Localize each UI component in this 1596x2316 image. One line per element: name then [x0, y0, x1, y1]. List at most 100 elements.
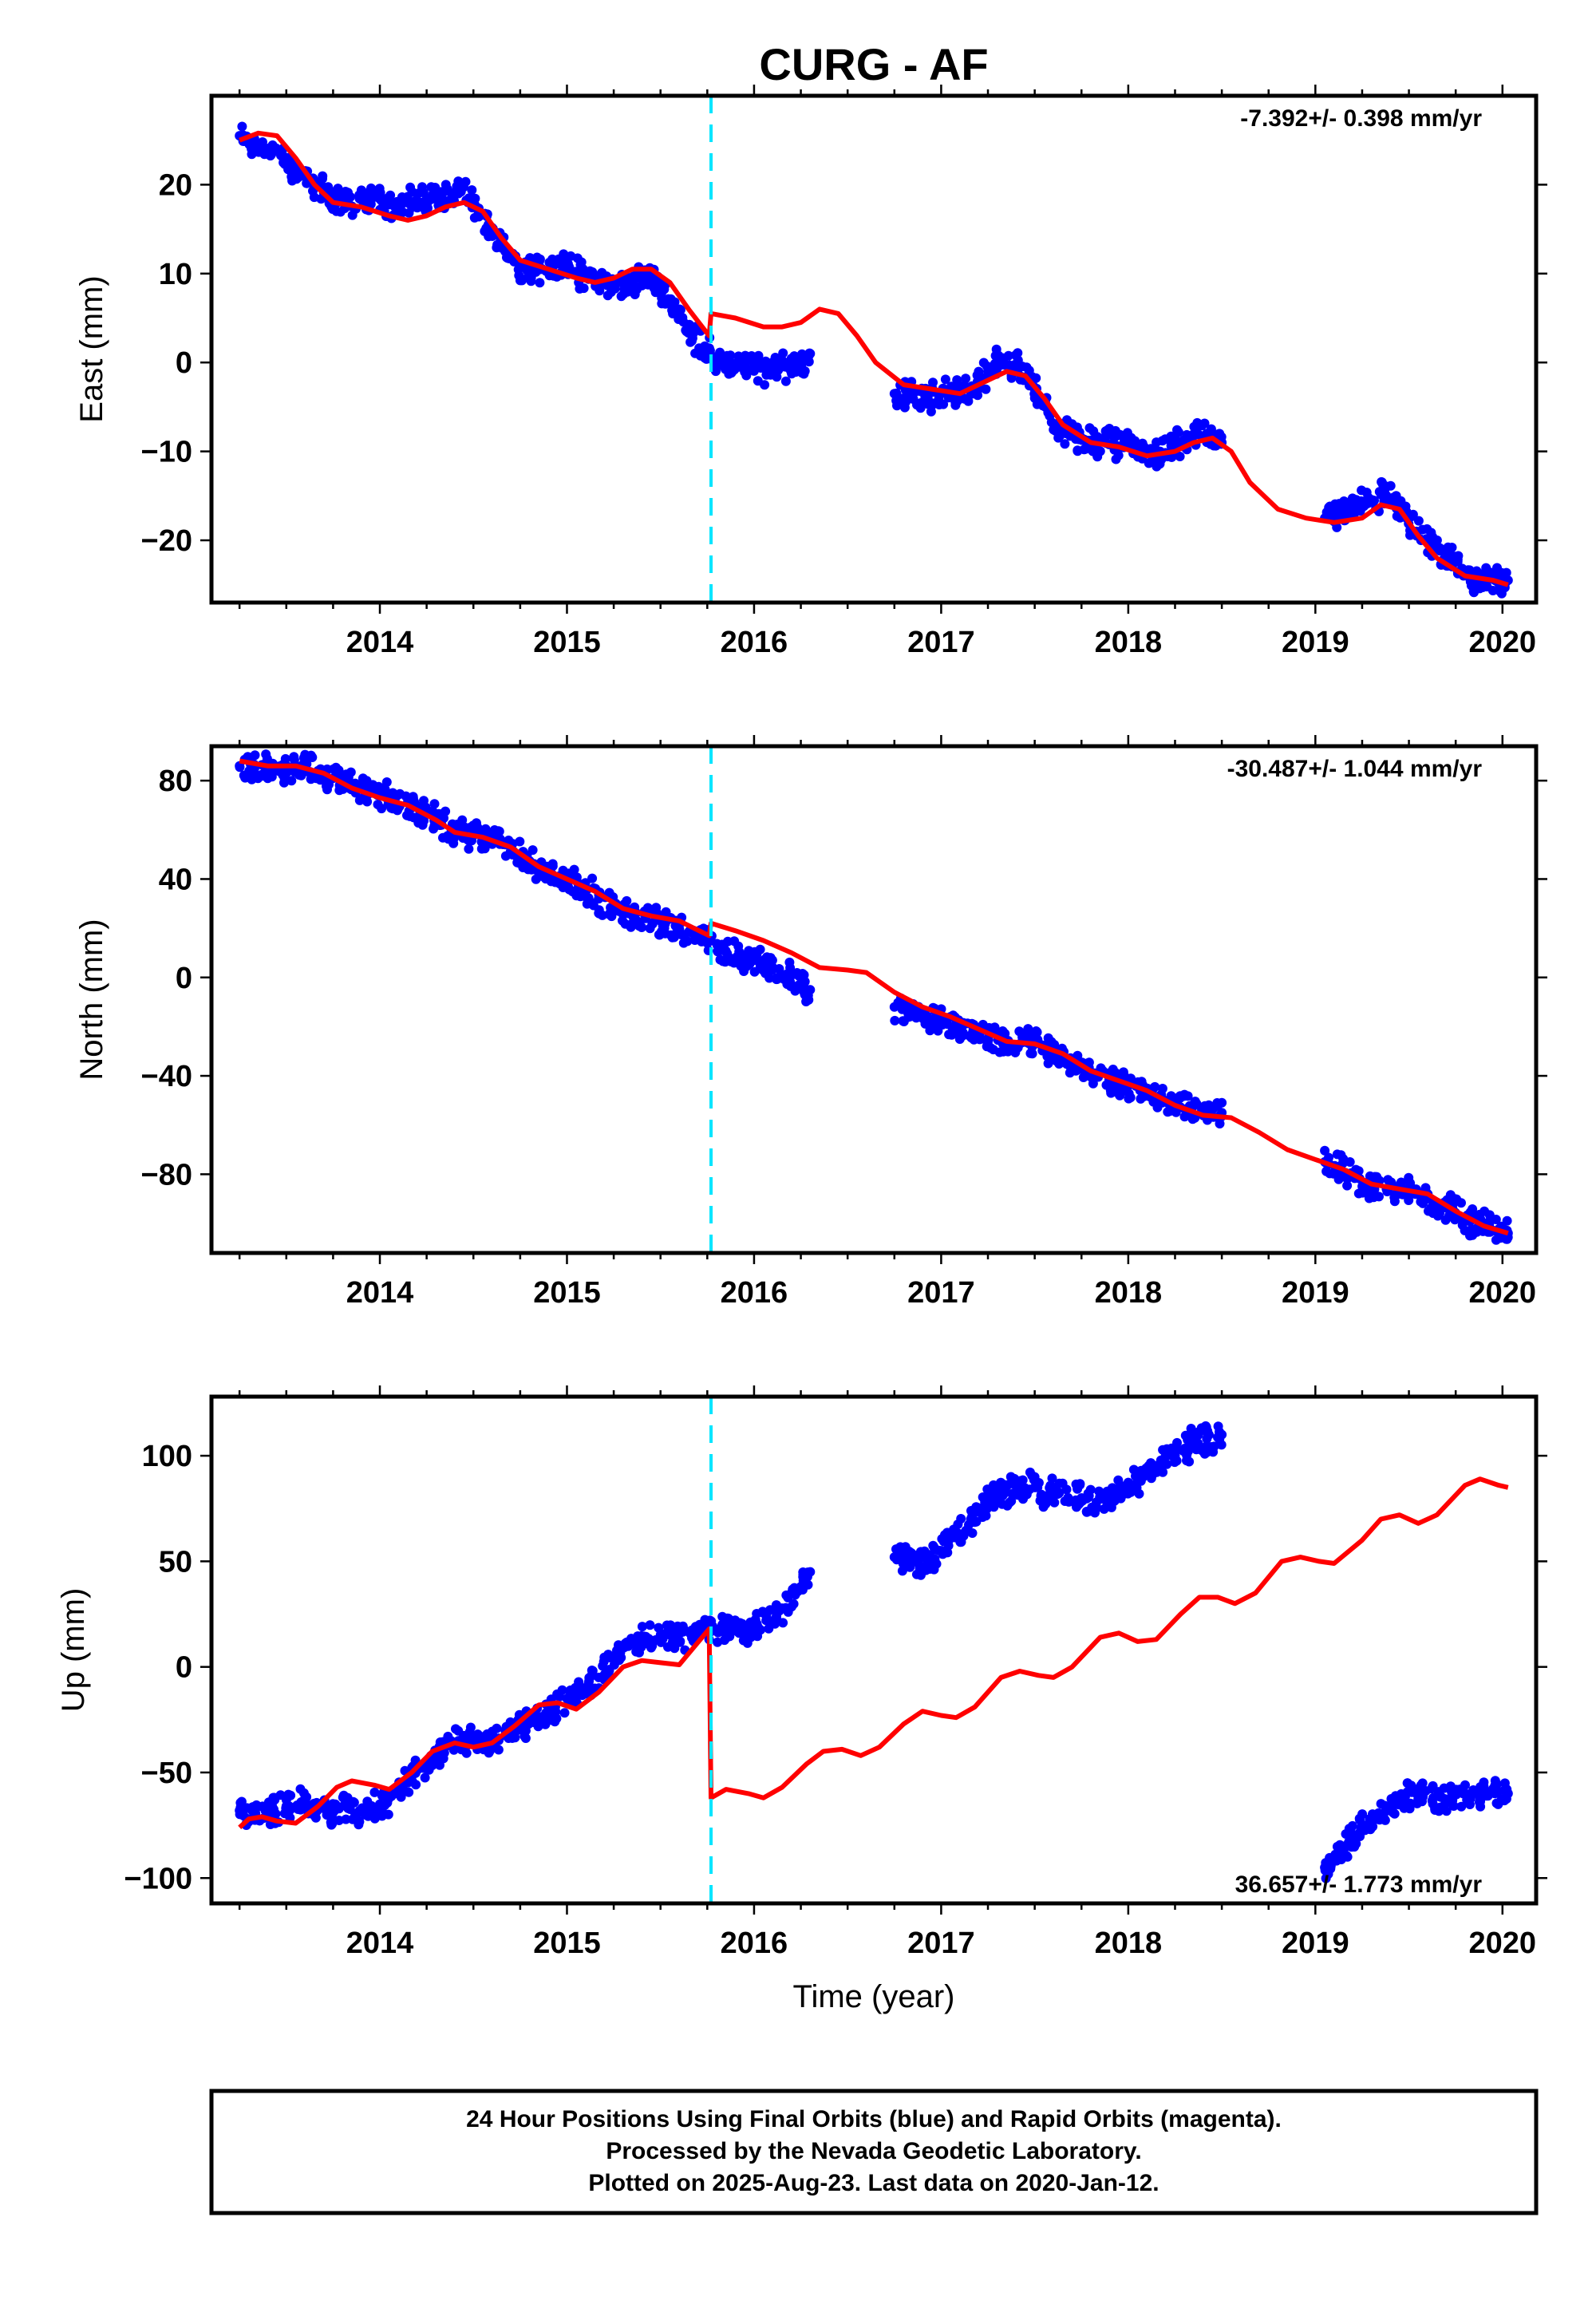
- east-observation-point: [702, 344, 713, 354]
- up-y-tick-label: 50: [159, 1545, 192, 1579]
- up-observation-point: [956, 1514, 966, 1524]
- east-observation-point: [469, 212, 480, 223]
- east-observation-point: [1053, 433, 1064, 443]
- up-observation-point: [550, 1717, 560, 1727]
- up-observation-point: [577, 1690, 587, 1701]
- up-observation-point: [1047, 1473, 1057, 1484]
- north-observation-point: [890, 1015, 900, 1026]
- up-plot-area: [235, 1421, 1513, 1883]
- up-observation-point: [772, 1611, 781, 1622]
- north-observation-point: [1325, 1168, 1335, 1179]
- east-observation-point: [1185, 433, 1195, 443]
- north-observation-point: [889, 1002, 899, 1012]
- north-observation-point: [670, 930, 681, 940]
- up-observation-point: [375, 1799, 385, 1809]
- east-observation-point: [780, 362, 791, 372]
- north-observation-point: [1174, 1092, 1184, 1102]
- up-observation-point: [559, 1708, 570, 1718]
- north-observation-point: [726, 956, 737, 966]
- north-x-tick-label: 2014: [346, 1276, 414, 1310]
- north-observation-point: [749, 966, 760, 977]
- up-observation-point: [1475, 1792, 1485, 1803]
- north-observation-point: [408, 792, 418, 802]
- up-observation-point: [1123, 1482, 1133, 1492]
- up-observation-point: [690, 1622, 701, 1632]
- up-observation-point: [1029, 1482, 1040, 1492]
- east-observation-point: [952, 375, 962, 385]
- east-observation-point: [778, 348, 788, 358]
- north-x-tick-label: 2017: [907, 1276, 975, 1310]
- up-observation-point: [914, 1559, 924, 1569]
- east-observation-point: [938, 399, 949, 409]
- up-observation-point: [267, 1805, 276, 1816]
- up-observation-point: [889, 1552, 899, 1563]
- up-x-axis-label: Time (year): [793, 1979, 955, 2014]
- north-observation-point: [780, 970, 791, 980]
- east-observation-point: [467, 185, 477, 196]
- up-observation-point: [1036, 1489, 1046, 1500]
- up-observation-point: [717, 1611, 728, 1622]
- east-observation-point: [787, 369, 797, 379]
- up-observation-point: [1490, 1784, 1500, 1795]
- north-observation-point: [1073, 1050, 1083, 1061]
- up-x-tick-label: 2019: [1282, 1927, 1349, 1960]
- east-observation-point: [670, 304, 681, 314]
- north-observation-point: [1000, 1029, 1010, 1039]
- north-observation-point: [261, 749, 271, 760]
- east-observation-point: [981, 384, 991, 394]
- up-observation-point: [1021, 1489, 1032, 1500]
- east-observation-point: [805, 349, 816, 359]
- east-observation-point: [983, 366, 993, 377]
- up-observation-point: [971, 1507, 982, 1517]
- up-observation-point: [1147, 1464, 1157, 1474]
- north-y-tick-label: 80: [159, 765, 192, 798]
- north-observation-point: [1202, 1105, 1212, 1116]
- up-observation-point: [1428, 1792, 1438, 1803]
- up-observation-point: [583, 1678, 594, 1689]
- east-observation-point: [609, 282, 619, 292]
- up-observation-point: [369, 1787, 380, 1797]
- up-observation-point: [609, 1651, 619, 1662]
- up-x-tick-label: 2016: [721, 1927, 788, 1960]
- up-observation-point: [749, 1624, 759, 1634]
- up-observation-point: [897, 1566, 907, 1576]
- east-observation-point: [889, 389, 899, 399]
- east-rate-annotation: -7.392+/- 0.398 mm/yr: [1240, 105, 1482, 132]
- up-observation-point: [721, 1633, 732, 1643]
- north-observation-point: [764, 973, 775, 983]
- east-observation-point: [1356, 496, 1366, 506]
- east-observation-point: [500, 247, 511, 256]
- east-observation-point: [974, 366, 984, 377]
- up-observation-point: [1203, 1426, 1212, 1437]
- up-observation-point: [989, 1480, 998, 1490]
- up-observation-point: [633, 1640, 643, 1650]
- up-observation-point: [360, 1809, 370, 1820]
- north-observation-point: [1078, 1073, 1088, 1082]
- north-observation-point: [626, 922, 636, 932]
- north-observation-point: [741, 961, 752, 971]
- east-observation-point: [1481, 563, 1491, 573]
- north-observation-point: [805, 985, 816, 995]
- north-observation-point: [547, 861, 558, 871]
- east-observation-point: [770, 353, 780, 362]
- up-observation-point: [670, 1632, 681, 1642]
- east-observation-point: [487, 231, 497, 241]
- north-observation-point: [921, 1012, 931, 1022]
- north-observation-point: [790, 986, 800, 996]
- east-x-tick-label: 2019: [1282, 626, 1349, 659]
- up-observation-point: [562, 1694, 572, 1704]
- east-observation-point: [1114, 429, 1124, 440]
- east-observation-point: [717, 358, 728, 368]
- up-observation-point: [655, 1630, 666, 1640]
- east-observation-point: [375, 193, 385, 204]
- east-observation-point: [1062, 415, 1072, 425]
- north-observation-point: [597, 910, 607, 920]
- up-observation-point: [328, 1805, 338, 1816]
- north-observation-point: [289, 752, 299, 762]
- up-observation-point: [944, 1535, 954, 1545]
- north-observation-point: [1369, 1192, 1379, 1203]
- up-observation-point: [1061, 1484, 1072, 1495]
- north-observation-point: [377, 804, 387, 814]
- up-observation-point: [1351, 1839, 1361, 1849]
- east-observation-point: [515, 275, 525, 286]
